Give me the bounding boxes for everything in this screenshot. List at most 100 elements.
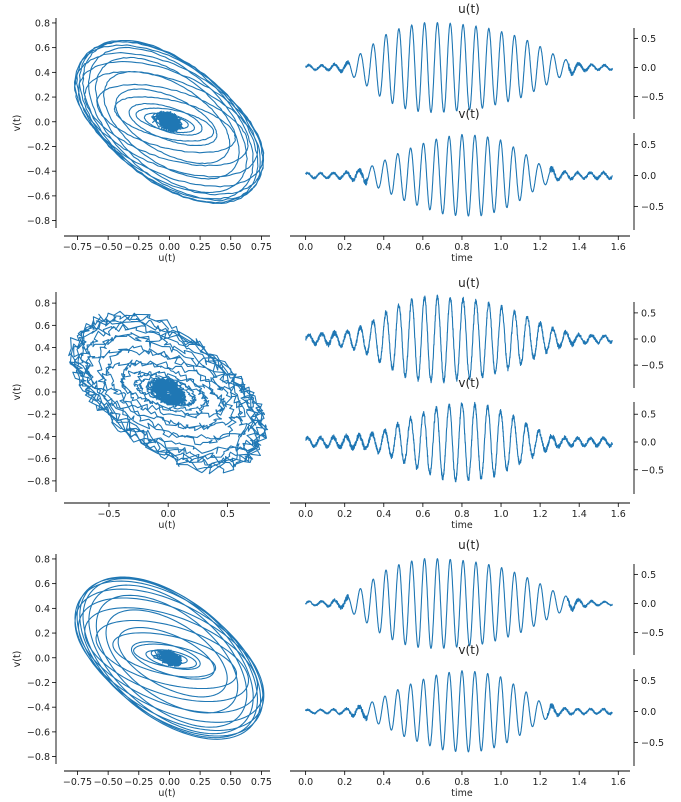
y-tick-label: 0.8 [35, 18, 50, 29]
y-tick-label: −0.8 [27, 752, 50, 763]
v-series-plot-1: v(t) −0.5 0.0 0.5 0.0 0.2 0.4 0.6 0.8 1.0 1.2 1.4 1.… [290, 376, 664, 531]
x-tick-label: 0.50 [220, 777, 241, 788]
x-axis-label: time [451, 788, 473, 799]
y-tick-label: 0.8 [35, 554, 50, 565]
y-tick-label: 0.5 [641, 676, 656, 687]
y-axis-label: v(t) [12, 384, 23, 401]
panel-title: v(t) [458, 376, 479, 390]
y-tick-label: 0.6 [35, 43, 50, 54]
y-tick-label: 0.0 [641, 707, 656, 718]
y-tick-label: 0.4 [35, 604, 50, 615]
x-tick-label: 0.00 [159, 242, 180, 253]
x-axis-label: u(t) [158, 788, 175, 799]
x-tick-label: 0.2 [337, 777, 352, 788]
x-tick-label: 0.75 [251, 242, 272, 253]
x-tick-label: 1.0 [493, 242, 508, 253]
x-tick-label: −0.75 [63, 242, 92, 253]
y-tick-label: −0.5 [641, 738, 664, 749]
x-tick-label: 0.2 [337, 509, 352, 520]
u-series-plot-0: u(t) −0.5 0.0 0.5 [305, 2, 664, 119]
x-tick-label: −0.25 [124, 777, 153, 788]
y-tick-label: 0.6 [35, 579, 50, 590]
x-tick-label: 0.25 [190, 242, 211, 253]
x-tick-label: −0.50 [94, 777, 123, 788]
y-tick-label: −0.5 [641, 92, 664, 103]
x-tick-label: 0.75 [251, 777, 272, 788]
x-tick-label: 0.4 [376, 242, 391, 253]
y-tick-label: −0.6 [27, 454, 50, 465]
u-series-line [305, 558, 613, 649]
panel-title: u(t) [458, 2, 480, 16]
y-axis-label: v(t) [12, 115, 23, 132]
u-series-plot-2: u(t) −0.5 0.0 0.5 [305, 538, 664, 655]
x-tick-label: 0.8 [454, 509, 469, 520]
x-tick-label: 1.2 [533, 509, 548, 520]
phase-trajectory [68, 310, 269, 475]
y-tick-label: 0.0 [641, 335, 656, 346]
panel-title: v(t) [458, 107, 479, 121]
v-series-line [305, 401, 613, 483]
x-axis-label: time [451, 520, 473, 531]
y-tick-label: 0.5 [641, 34, 656, 45]
x-tick-label: 1.4 [572, 509, 587, 520]
v-series-plot-0: v(t) −0.5 0.0 0.5 0.0 0.2 0.4 0.6 0.8 1.0 1.2 1.4 1.… [290, 107, 664, 264]
u-series-line [305, 294, 613, 384]
x-axis-label: time [451, 253, 473, 264]
x-tick-label: −0.50 [94, 242, 123, 253]
u-series-line [305, 22, 613, 114]
x-tick-label: −0.5 [97, 509, 120, 520]
v-series-line [305, 133, 613, 217]
phase-trajectory [73, 39, 265, 204]
panel-title: v(t) [458, 643, 479, 657]
y-tick-label: 0.0 [641, 438, 656, 449]
x-tick-label: 0.2 [337, 242, 352, 253]
v-series-plot-2: v(t) −0.5 0.0 0.5 0.0 0.2 0.4 0.6 0.8 1.0 1.2 1.4 1.… [290, 643, 664, 799]
y-tick-label: −0.2 [27, 142, 50, 153]
y-tick-label: 0.2 [35, 629, 50, 640]
y-tick-label: −0.2 [27, 410, 50, 421]
phase-plot-0: −0.8 −0.6 −0.4 −0.2 0.0 0.2 0.4 0.6 0.8 −0.75 −0.5… [12, 18, 272, 264]
x-tick-label: 0.8 [454, 242, 469, 253]
y-axis-label: v(t) [12, 651, 23, 668]
y-tick-label: 0.0 [641, 63, 656, 74]
phase-plot-1: −0.8 −0.6 −0.4 −0.2 0.0 0.2 0.4 0.6 0.8 −0.5 0.0 0.… [12, 292, 270, 531]
y-tick-label: 0.6 [35, 321, 50, 332]
x-tick-label: 1.0 [493, 777, 508, 788]
x-tick-label: 1.2 [533, 777, 548, 788]
y-tick-label: −0.4 [27, 703, 50, 714]
x-tick-label: 1.4 [572, 777, 587, 788]
x-tick-label: −0.75 [63, 777, 92, 788]
y-tick-label: −0.5 [641, 628, 664, 639]
y-tick-label: 0.5 [641, 308, 656, 319]
y-tick-label: 0.0 [35, 388, 50, 399]
y-tick-label: 0.5 [641, 570, 656, 581]
x-tick-label: 0.0 [298, 509, 313, 520]
y-tick-label: −0.6 [27, 191, 50, 202]
x-tick-label: 0.4 [376, 509, 391, 520]
x-tick-label: 0.8 [454, 777, 469, 788]
y-tick-label: −0.5 [641, 361, 664, 372]
y-tick-label: 0.2 [35, 93, 50, 104]
y-tick-label: −0.5 [641, 202, 664, 213]
x-tick-label: 1.6 [611, 242, 626, 253]
x-tick-label: 0.50 [220, 242, 241, 253]
y-tick-label: 0.0 [35, 117, 50, 128]
y-tick-label: 0.5 [641, 410, 656, 421]
y-tick-label: −0.6 [27, 727, 50, 738]
y-tick-label: −0.8 [27, 476, 50, 487]
panel-title: u(t) [458, 276, 480, 290]
y-tick-label: 0.8 [35, 299, 50, 310]
phase-trajectory [74, 576, 265, 740]
v-series-line [305, 670, 613, 753]
y-tick-label: 0.0 [641, 599, 656, 610]
x-tick-label: 0.0 [298, 242, 313, 253]
x-tick-label: −0.25 [124, 242, 153, 253]
x-tick-label: 0.6 [415, 242, 430, 253]
y-tick-label: 0.0 [35, 653, 50, 664]
x-tick-label: 1.6 [611, 777, 626, 788]
x-tick-label: 0.5 [220, 509, 235, 520]
y-tick-label: 0.4 [35, 68, 50, 79]
x-tick-label: 1.0 [493, 509, 508, 520]
y-tick-label: −0.4 [27, 167, 50, 178]
